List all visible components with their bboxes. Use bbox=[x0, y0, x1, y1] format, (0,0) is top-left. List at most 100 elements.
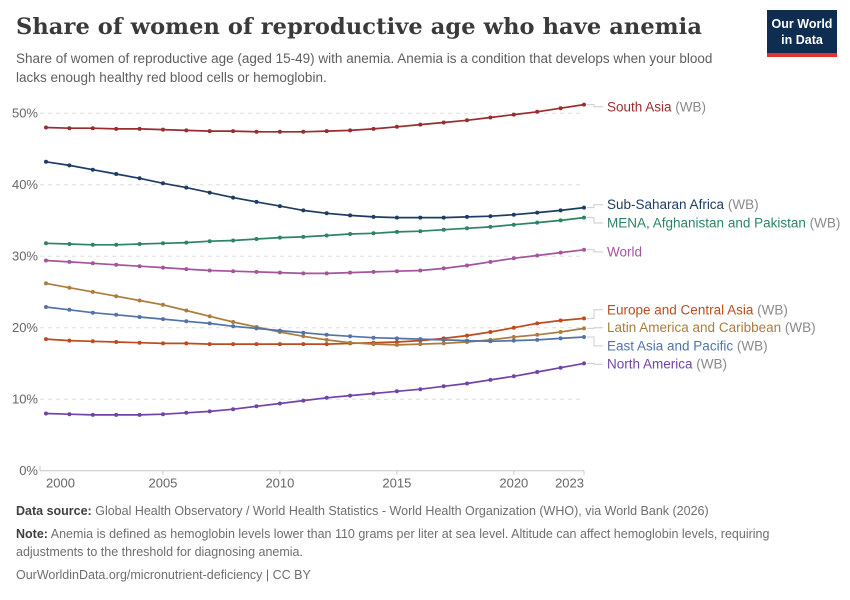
point-latin-america-and-caribbean-2017[interactable] bbox=[441, 341, 446, 346]
point-east-asia-and-pacific-2006[interactable] bbox=[184, 319, 189, 324]
point-mena-afghanistan-and-pakistan-2000[interactable] bbox=[44, 241, 48, 246]
point-south-asia-2019[interactable] bbox=[488, 115, 493, 120]
point-north-america-2005[interactable] bbox=[161, 412, 165, 417]
point-south-asia-2001[interactable] bbox=[67, 126, 72, 131]
point-north-america-2012[interactable] bbox=[324, 396, 329, 401]
point-mena-afghanistan-and-pakistan-2007[interactable] bbox=[207, 239, 212, 244]
point-sub-saharan-africa-2021[interactable] bbox=[535, 210, 540, 215]
point-world-2019[interactable] bbox=[488, 260, 493, 265]
point-mena-afghanistan-and-pakistan-2008[interactable] bbox=[231, 238, 236, 243]
point-mena-afghanistan-and-pakistan-2017[interactable] bbox=[441, 228, 446, 233]
point-sub-saharan-africa-2014[interactable] bbox=[371, 215, 376, 220]
point-latin-america-and-caribbean-2014[interactable] bbox=[371, 342, 376, 347]
point-latin-america-and-caribbean-2016[interactable] bbox=[418, 342, 423, 347]
point-mena-afghanistan-and-pakistan-2009[interactable] bbox=[254, 237, 259, 242]
point-mena-afghanistan-and-pakistan-2013[interactable] bbox=[348, 232, 353, 237]
owid-logo[interactable]: Our World in Data bbox=[767, 10, 837, 57]
point-world-2002[interactable] bbox=[90, 261, 95, 266]
point-sub-saharan-africa-2022[interactable] bbox=[558, 208, 563, 213]
point-east-asia-and-pacific-2023[interactable] bbox=[582, 335, 586, 340]
point-east-asia-and-pacific-2014[interactable] bbox=[371, 336, 376, 341]
point-sub-saharan-africa-2006[interactable] bbox=[184, 185, 189, 190]
point-sub-saharan-africa-2000[interactable] bbox=[44, 160, 48, 165]
point-world-2003[interactable] bbox=[114, 263, 119, 268]
point-east-asia-and-pacific-2011[interactable] bbox=[301, 331, 306, 336]
point-north-america-2013[interactable] bbox=[348, 393, 353, 398]
series-label-world[interactable]: World bbox=[607, 245, 642, 260]
point-east-asia-and-pacific-2001[interactable] bbox=[67, 308, 72, 313]
point-latin-america-and-caribbean-2004[interactable] bbox=[137, 298, 142, 303]
point-latin-america-and-caribbean-2008[interactable] bbox=[231, 320, 236, 325]
line-mena-afghanistan-and-pakistan[interactable] bbox=[45, 217, 585, 246]
point-sub-saharan-africa-2011[interactable] bbox=[301, 208, 306, 213]
point-latin-america-and-caribbean-2011[interactable] bbox=[301, 334, 306, 339]
point-north-america-2003[interactable] bbox=[114, 413, 119, 418]
line-world[interactable] bbox=[45, 249, 585, 275]
point-south-asia-2022[interactable] bbox=[558, 106, 563, 111]
point-europe-and-central-asia-2001[interactable] bbox=[67, 338, 72, 343]
point-mena-afghanistan-and-pakistan-2014[interactable] bbox=[371, 231, 376, 236]
point-south-asia-2011[interactable] bbox=[301, 130, 306, 135]
point-sub-saharan-africa-2001[interactable] bbox=[67, 163, 72, 168]
point-mena-afghanistan-and-pakistan-2006[interactable] bbox=[184, 240, 189, 245]
point-world-2014[interactable] bbox=[371, 270, 376, 275]
point-europe-and-central-asia-2009[interactable] bbox=[254, 342, 259, 347]
point-world-2005[interactable] bbox=[161, 265, 165, 270]
point-sub-saharan-africa-2023[interactable] bbox=[582, 205, 586, 210]
series-label-latin-america-and-caribbean[interactable]: Latin America and Caribbean (WB) bbox=[607, 321, 816, 336]
point-world-2018[interactable] bbox=[465, 263, 469, 268]
point-south-asia-2020[interactable] bbox=[511, 112, 516, 117]
point-latin-america-and-caribbean-2012[interactable] bbox=[324, 338, 329, 343]
point-world-2007[interactable] bbox=[207, 268, 212, 273]
point-sub-saharan-africa-2020[interactable] bbox=[511, 213, 516, 218]
point-sub-saharan-africa-2007[interactable] bbox=[207, 190, 212, 195]
point-world-2013[interactable] bbox=[348, 270, 353, 275]
point-mena-afghanistan-and-pakistan-2020[interactable] bbox=[511, 223, 516, 228]
point-sub-saharan-africa-2002[interactable] bbox=[90, 168, 95, 173]
point-east-asia-and-pacific-2004[interactable] bbox=[137, 315, 142, 320]
line-europe-and-central-asia[interactable] bbox=[45, 317, 585, 346]
point-north-america-2008[interactable] bbox=[231, 407, 236, 412]
citation-line[interactable]: OurWorldinData.org/micronutrient-deficie… bbox=[16, 567, 311, 582]
point-mena-afghanistan-and-pakistan-2005[interactable] bbox=[161, 241, 165, 246]
point-world-2012[interactable] bbox=[324, 271, 329, 276]
point-east-asia-and-pacific-2010[interactable] bbox=[277, 328, 282, 333]
point-sub-saharan-africa-2018[interactable] bbox=[465, 215, 469, 220]
point-europe-and-central-asia-2007[interactable] bbox=[207, 342, 212, 347]
point-europe-and-central-asia-2019[interactable] bbox=[488, 330, 493, 335]
point-europe-and-central-asia-2004[interactable] bbox=[137, 341, 142, 346]
point-europe-and-central-asia-2000[interactable] bbox=[44, 337, 48, 342]
series-label-sub-saharan-africa[interactable]: Sub-Saharan Africa (WB) bbox=[607, 198, 759, 213]
line-sub-saharan-africa[interactable] bbox=[45, 161, 585, 219]
point-east-asia-and-pacific-2022[interactable] bbox=[558, 336, 563, 341]
point-south-asia-2017[interactable] bbox=[441, 120, 446, 125]
point-world-2010[interactable] bbox=[277, 270, 282, 275]
point-latin-america-and-caribbean-2003[interactable] bbox=[114, 294, 119, 299]
point-south-asia-2013[interactable] bbox=[348, 128, 353, 133]
line-south-asia[interactable] bbox=[45, 104, 585, 133]
point-mena-afghanistan-and-pakistan-2011[interactable] bbox=[301, 235, 306, 240]
point-latin-america-and-caribbean-2006[interactable] bbox=[184, 308, 189, 313]
point-latin-america-and-caribbean-2022[interactable] bbox=[558, 330, 563, 335]
point-mena-afghanistan-and-pakistan-2021[interactable] bbox=[535, 220, 540, 225]
point-east-asia-and-pacific-2002[interactable] bbox=[90, 311, 95, 316]
point-east-asia-and-pacific-2018[interactable] bbox=[465, 338, 469, 343]
series-label-east-asia-and-pacific[interactable]: East Asia and Pacific (WB) bbox=[607, 339, 768, 354]
point-latin-america-and-caribbean-2000[interactable] bbox=[44, 281, 48, 286]
point-north-america-2004[interactable] bbox=[137, 413, 142, 418]
point-mena-afghanistan-and-pakistan-2004[interactable] bbox=[137, 242, 142, 247]
point-south-asia-2004[interactable] bbox=[137, 127, 142, 132]
point-world-2009[interactable] bbox=[254, 270, 259, 275]
point-world-2000[interactable] bbox=[44, 258, 48, 263]
point-south-asia-2023[interactable] bbox=[582, 102, 586, 107]
point-mena-afghanistan-and-pakistan-2003[interactable] bbox=[114, 243, 119, 248]
point-north-america-2017[interactable] bbox=[441, 384, 446, 389]
point-north-america-2020[interactable] bbox=[511, 374, 516, 379]
point-north-america-2014[interactable] bbox=[371, 391, 376, 396]
point-north-america-2018[interactable] bbox=[465, 381, 469, 386]
point-south-asia-2014[interactable] bbox=[371, 127, 376, 132]
point-world-2006[interactable] bbox=[184, 267, 189, 272]
point-south-asia-2008[interactable] bbox=[231, 129, 236, 134]
point-europe-and-central-asia-2008[interactable] bbox=[231, 342, 236, 347]
point-mena-afghanistan-and-pakistan-2018[interactable] bbox=[465, 226, 469, 231]
